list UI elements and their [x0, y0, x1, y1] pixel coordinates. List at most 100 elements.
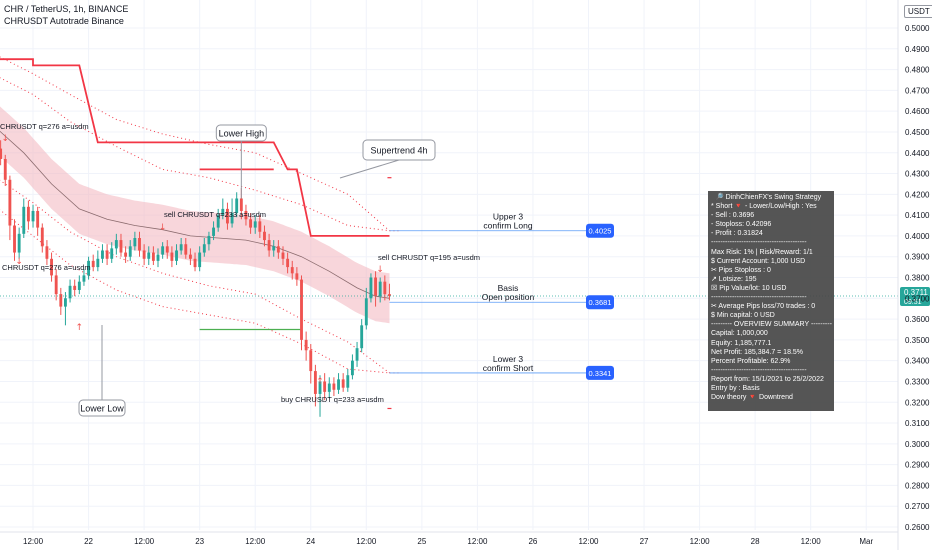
trade-text: sell CHRUSDT q=233 a=usdm: [164, 210, 266, 219]
candle-body: [128, 246, 132, 257]
candle-body: [96, 258, 100, 268]
indicator-title[interactable]: CHRUSDT Autotrade Binance: [4, 16, 124, 26]
candle-body: [290, 267, 294, 274]
panel-line: ☒ Pip Value/lot: 10 USD: [711, 284, 787, 292]
candle-body: [40, 227, 44, 247]
y-axis[interactable]: 0.5000 0.4900 0.4800 0.4700 0.4600 0.4500 0.44…: [897, 0, 930, 550]
candle-body: [87, 260, 91, 276]
candle-body: [45, 246, 49, 259]
candle-body: [142, 250, 146, 259]
x-tick-label: 26: [528, 537, 537, 546]
panel-line: - Stoploss: 0.42096: [711, 221, 772, 229]
candle-body: [212, 227, 215, 236]
lower-high-callout-box: [215, 124, 267, 142]
x-axis[interactable]: 12:00 22 12:00 23 12:00 24 12:00 25 12:00 26 12:00…: [0, 531, 898, 546]
candle-body: [258, 221, 262, 232]
y-tick-label: 0.2700: [905, 502, 930, 511]
supertrend-line: [0, 58, 390, 237]
band-dotted-line: [0, 179, 390, 374]
candle-body: [216, 215, 220, 228]
candle-body: [175, 250, 178, 261]
y-tick-label: 0.3800: [905, 274, 930, 283]
panel-line: Report from: 15/1/2021 to 25/2/2022: [711, 375, 824, 383]
panel-line: Max Risk: 1% | Risk/Reward: 1/1: [711, 248, 813, 256]
candle-body: [184, 244, 188, 255]
y-tick-label: 0.4200: [905, 190, 930, 199]
x-tick-label: Mar: [859, 537, 873, 546]
candle-body: [244, 210, 248, 220]
candle-body: [138, 237, 141, 251]
candle-body: [161, 246, 165, 255]
upper3-label-2: confirm Long: [483, 221, 532, 231]
currency-badge[interactable]: USDT: [904, 5, 932, 18]
supertrend-callout-box: [362, 139, 436, 161]
last-price-value: 0.3711: [904, 288, 928, 297]
candle-body: [226, 208, 229, 224]
y-tick-label: 0.3100: [905, 419, 930, 428]
candle-body: [105, 250, 109, 259]
x-tick-label: 24: [306, 537, 315, 546]
panel-line: * Short 🔻 - Lower/Low/High : Yes: [711, 203, 817, 211]
candle-body: [114, 240, 118, 249]
panel-divider: --------- OVERVIEW SUMMARY ---------: [711, 321, 832, 329]
panel-divider: ----------------------------------------…: [711, 366, 807, 374]
y-tick-label: 0.3600: [905, 315, 930, 324]
y-tick-label: 0.4000: [905, 232, 930, 241]
candle-body: [133, 237, 137, 247]
trade-text: buy CHRUSDT q=233 a=usdm: [281, 395, 384, 404]
x-tick-label: 22: [84, 537, 93, 546]
candle-body: [267, 240, 271, 251]
x-tick-label: 12:00: [467, 537, 488, 546]
supertrend-callout-text: Supertrend 4h: [370, 146, 427, 156]
lower3-price-tag: [586, 365, 614, 380]
sell-arrow-icon: ↓: [15, 257, 23, 267]
candle-body: [341, 379, 345, 388]
panel-line: Net Profit: 185,384.7 = 18.5%: [711, 348, 804, 356]
y-tick-label: 0.4800: [905, 66, 930, 75]
candle-body: [13, 225, 16, 253]
candle-body: [3, 158, 7, 180]
candle-body: [193, 258, 197, 268]
panel-line: ✂ Pips Stoploss : 0: [711, 266, 771, 274]
band-dotted-line: [0, 77, 390, 232]
basis-price-tag: [586, 295, 614, 310]
y-tick-label: 0.3000: [905, 440, 930, 449]
candle-body: [8, 179, 12, 226]
candle-body: [360, 325, 364, 349]
panel-line: ↗ Lotsize: 195: [711, 275, 757, 283]
symbol-title[interactable]: CHR / TetherUS, 1h, BINANCE: [4, 4, 129, 14]
candle-body: [207, 235, 211, 245]
candle-body: [383, 281, 387, 295]
candle-body: [309, 350, 313, 372]
candle-body: [170, 252, 174, 261]
candle-body: [17, 233, 21, 253]
panel-line: Percent Profitable: 62.9%: [711, 357, 791, 365]
candles: [0, 140, 391, 417]
panel-title: 🔎 DinhChienFX's Swing Strategy: [715, 194, 822, 201]
y-tick-label: 0.4900: [905, 45, 930, 54]
panel-line: $ Current Account: 1,000 USD: [711, 257, 806, 265]
buy-arrow-icon: ↑: [316, 377, 324, 387]
panel-divider: ----------------------------------------…: [711, 239, 807, 247]
candle-body: [147, 252, 151, 259]
candle-body: [0, 148, 3, 159]
y-tick-label: 0.3700: [905, 294, 930, 303]
y-tick-label: 0.2900: [905, 461, 930, 470]
basis-price-value: 0.3681: [589, 298, 612, 307]
x-tick-label: 12:00: [578, 537, 599, 546]
candle-body: [91, 260, 95, 268]
panel-line: Capital: 1,000,000: [711, 330, 768, 338]
trade-text: CHRUSDT q=276 a=usdm: [2, 263, 91, 272]
candle-body: [165, 246, 169, 253]
x-tick-label: 12:00: [690, 537, 711, 546]
candle-body: [221, 208, 225, 216]
y-tick-label: 0.3400: [905, 357, 930, 366]
candle-body: [68, 285, 72, 299]
candle-body: [22, 206, 26, 234]
panel-line: - Sell : 0.3696: [711, 212, 755, 220]
candle-body: [281, 252, 285, 259]
candle-body: [276, 246, 280, 253]
